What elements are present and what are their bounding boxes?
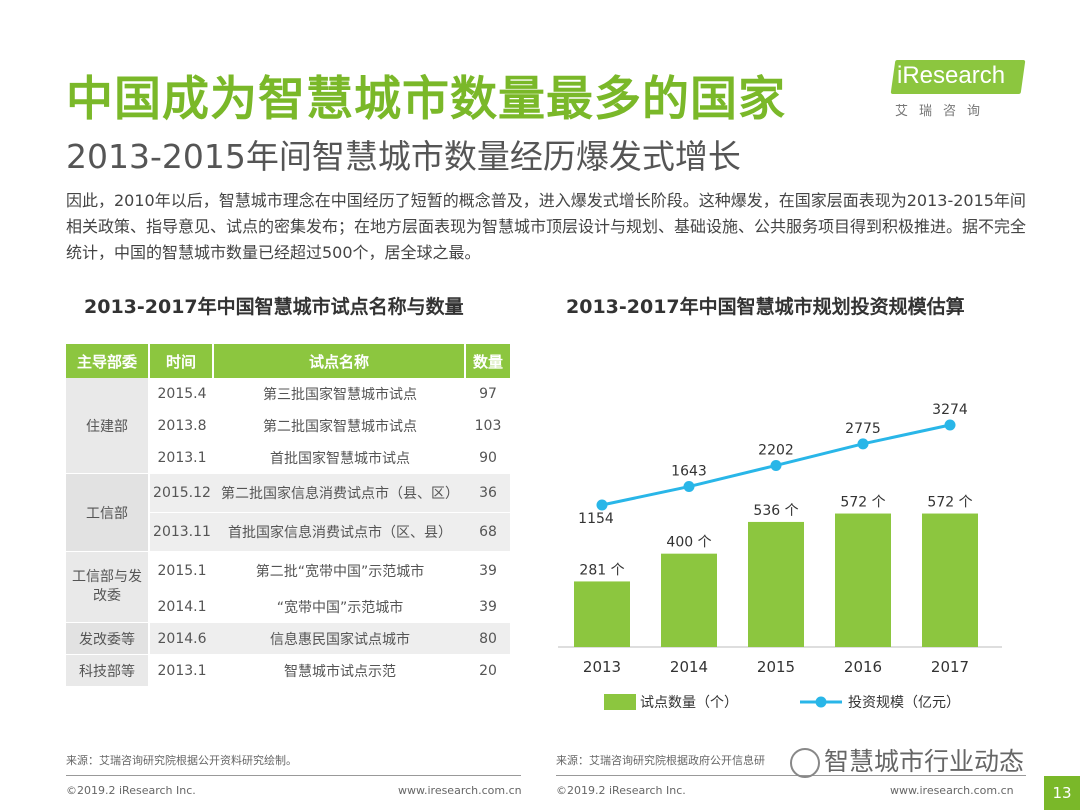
table-row: 2013.8 第二批国家智慧城市试点 103: [66, 410, 510, 442]
count-cell: 39: [466, 591, 510, 623]
logo-text: iResearch: [897, 62, 1006, 89]
table-row: 科技部等 2013.1 智慧城市试点示范 20: [66, 655, 510, 687]
page-subtitle: 2013-2015年间智慧城市数量经历爆发式增长: [66, 137, 741, 176]
line-point-2016: [857, 438, 869, 450]
time-cell: 2014.6: [150, 623, 214, 655]
line-label-2013: 1154: [578, 511, 614, 527]
time-cell: 2013.1: [150, 655, 214, 687]
name-cell: 第二批国家智慧城市试点: [214, 410, 466, 442]
time-cell: 2013.11: [150, 513, 214, 552]
line-point-2015: [770, 459, 782, 471]
time-cell: 2015.1: [150, 552, 214, 591]
url-left: www.iresearch.com.cn: [398, 784, 522, 797]
legend-bar-label: 试点数量（个）: [640, 695, 738, 711]
line-label-2016: 2775: [845, 421, 881, 437]
line-point-2013: [596, 499, 608, 511]
x-tick-2015: 2015: [757, 658, 795, 676]
dept-cell: 工信部: [66, 474, 150, 552]
name-cell: 首批国家智慧城市试点: [214, 442, 466, 474]
bar-2015: [748, 521, 804, 647]
intro-paragraph: 因此，2010年以后，智慧城市理念在中国经历了短暂的概念普及，进入爆发式增长阶段…: [66, 191, 1027, 262]
header-time: 时间: [150, 344, 214, 378]
name-cell: 信息惠民国家试点城市: [214, 623, 466, 655]
count-cell: 80: [466, 623, 510, 655]
name-cell: 首批国家信息消费试点市（区、县）: [214, 513, 466, 552]
bar-label-2013: 281 个: [579, 562, 624, 578]
time-cell: 2015.12: [150, 474, 214, 513]
time-cell: 2013.8: [150, 410, 214, 442]
legend-line-label: 投资规模（亿元）: [848, 695, 960, 711]
line-point-2014: [683, 481, 695, 493]
wechat-icon: [790, 748, 820, 778]
table-row: 2013.11 首批国家信息消费试点市（区、县） 68: [66, 513, 510, 552]
copyright-left: ©2019.2 iResearch Inc.: [66, 784, 196, 797]
table-row: 工信部 2015.12 第二批国家信息消费试点市（县、区） 36: [66, 474, 510, 552]
bar-label-2015: 536 个: [753, 503, 798, 519]
bar-2017: [922, 513, 978, 647]
logo-cn-text: 艾瑞咨询: [895, 104, 992, 119]
bar-2013: [574, 581, 630, 647]
name-cell: “宽带中国”示范城市: [214, 591, 466, 623]
copyright-right: ©2019.2 iResearch Inc.: [556, 784, 686, 797]
name-cell: 第三批国家智慧城市试点: [214, 378, 466, 410]
legend-bar-swatch: [604, 694, 636, 710]
time-cell: 2015.4: [150, 378, 214, 410]
line-label-2015: 2202: [758, 442, 794, 458]
x-tick-2016: 2016: [844, 658, 882, 676]
table-row: 住建部 2015.4 第三批国家智慧城市试点 97: [66, 378, 510, 474]
iresearch-logo: iResearch 艾瑞咨询: [890, 58, 1028, 122]
legend-line-marker: [815, 696, 827, 708]
header-count: 数量: [466, 344, 510, 378]
table-row: 工信部与发改委 2015.1 第二批“宽带中国”示范城市 39: [66, 552, 510, 623]
line-label-2017: 3274: [932, 402, 968, 418]
line-point-2017: [944, 419, 956, 431]
watermark: 智慧城市行业动态: [790, 742, 1024, 778]
dept-cell: 发改委等: [66, 623, 150, 655]
name-cell: 第二批“宽带中国”示范城市: [214, 552, 466, 591]
pilot-table: 主导部委 时间 试点名称 数量 住建部 2015.4 第三批国家智慧城市试点 9…: [66, 344, 510, 687]
dept-cell: 住建部: [66, 378, 150, 474]
count-cell: 97: [466, 378, 510, 410]
name-cell: 第二批国家信息消费试点市（县、区）: [214, 474, 466, 513]
source-right: 来源：艾瑞咨询研究院根据政府公开信息研: [556, 754, 765, 767]
investment-chart: 281 个 2013 400 个 2014 536 个 2015 572 个 2016 572 …: [558, 402, 1002, 711]
header-dept: 主导部委: [66, 344, 150, 378]
table-header-row: 主导部委 时间 试点名称 数量: [66, 344, 510, 378]
count-cell: 68: [466, 513, 510, 552]
bar-2016: [835, 513, 891, 647]
table-row: 2013.1 首批国家智慧城市试点 90: [66, 442, 510, 474]
header-name: 试点名称: [214, 344, 466, 378]
table-row: 2014.1 “宽带中国”示范城市 39: [66, 591, 510, 623]
bar-label-2014: 400 个: [666, 535, 711, 551]
url-right: www.iresearch.com.cn: [890, 784, 1014, 797]
count-cell: 103: [466, 410, 510, 442]
bar-label-2016: 572 个: [840, 495, 885, 511]
table-title: 2013-2017年中国智慧城市试点名称与数量: [84, 296, 464, 318]
page-number: 13: [1044, 776, 1080, 810]
dept-cell: 工信部与发改委: [66, 552, 150, 623]
x-tick-2017: 2017: [931, 658, 969, 676]
source-left: 来源：艾瑞咨询研究院根据公开资料研究绘制。: [66, 754, 297, 767]
time-cell: 2014.1: [150, 591, 214, 623]
footer-divider-right: [556, 775, 1026, 776]
chart-title: 2013-2017年中国智慧城市规划投资规模估算: [566, 296, 965, 318]
x-tick-2013: 2013: [583, 658, 621, 676]
bar-2014: [661, 553, 717, 647]
bar-label-2017: 572 个: [927, 495, 972, 511]
count-cell: 20: [466, 655, 510, 687]
time-cell: 2013.1: [150, 442, 214, 474]
footer-divider-left: [66, 775, 521, 776]
page-title: 中国成为智慧城市数量最多的国家: [66, 72, 786, 127]
watermark-text: 智慧城市行业动态: [824, 747, 1025, 776]
line-label-2014: 1643: [671, 464, 707, 480]
count-cell: 90: [466, 442, 510, 474]
x-tick-2014: 2014: [670, 658, 708, 676]
dept-cell: 科技部等: [66, 655, 150, 687]
name-cell: 智慧城市试点示范: [214, 655, 466, 687]
count-cell: 36: [466, 474, 510, 513]
table-row: 发改委等 2014.6 信息惠民国家试点城市 80: [66, 623, 510, 655]
count-cell: 39: [466, 552, 510, 591]
